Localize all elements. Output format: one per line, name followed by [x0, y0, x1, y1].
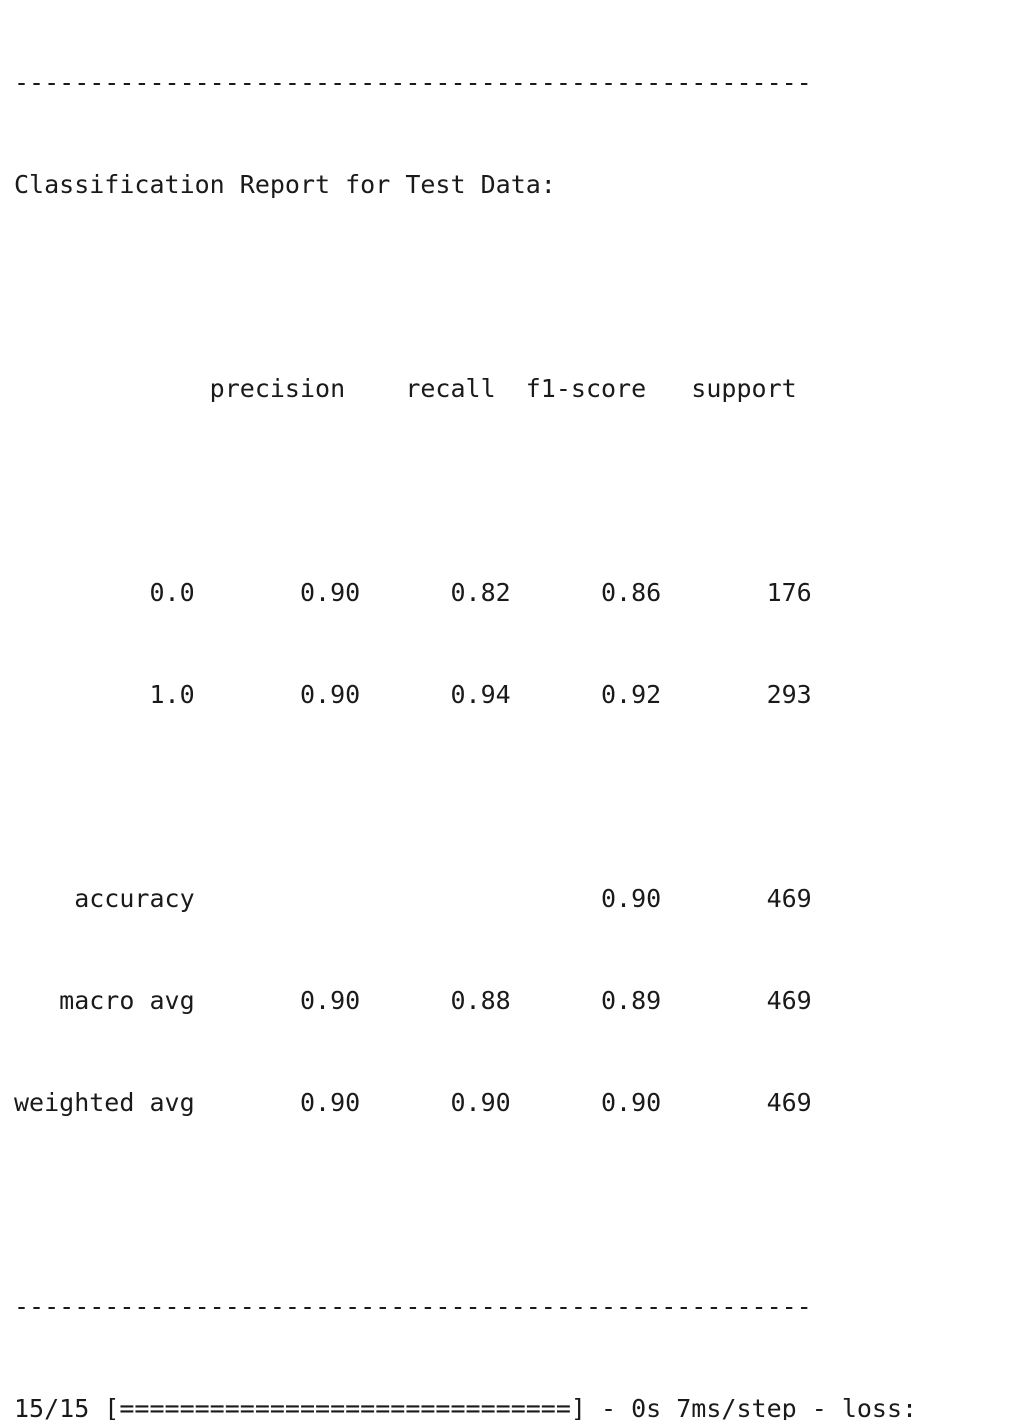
report-row-class-1: 1.0 0.90 0.94 0.92 293 [14, 680, 812, 709]
report-row-accuracy: accuracy 0.90 469 [14, 884, 812, 913]
progress-line: 15/15 [==============================] -… [14, 1394, 918, 1420]
report-row-class-0: 0.0 0.90 0.82 0.86 176 [14, 578, 812, 607]
blank-line [14, 474, 1036, 508]
report-title: Classification Report for Test Data: [14, 170, 556, 199]
separator-line: ----------------------------------------… [14, 1292, 812, 1321]
report-header-row: precision recall f1-score support [14, 374, 797, 403]
separator-line: ----------------------------------------… [14, 68, 812, 97]
report-row-macro-avg: macro avg 0.90 0.88 0.89 469 [14, 986, 812, 1015]
blank-line [14, 780, 1036, 814]
blank-line [14, 270, 1036, 304]
blank-line [14, 1188, 1036, 1222]
report-row-weighted-avg: weighted avg 0.90 0.90 0.90 469 [14, 1088, 812, 1117]
